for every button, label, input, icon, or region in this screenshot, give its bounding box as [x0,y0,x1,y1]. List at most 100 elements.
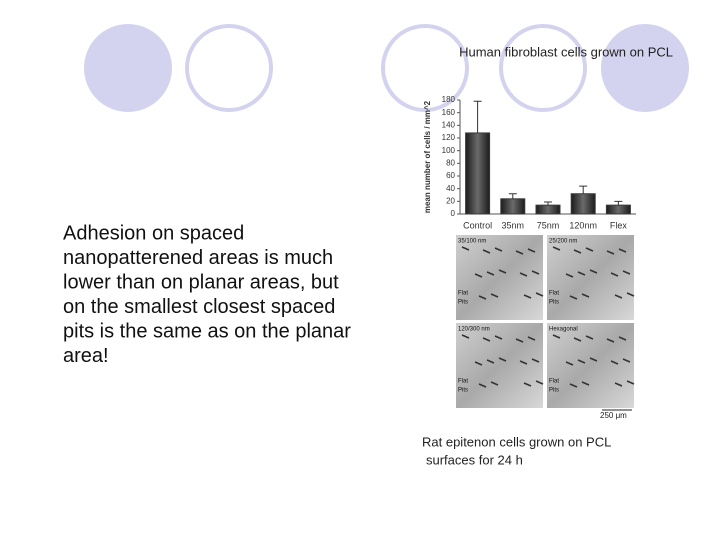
y-axis-label: mean number of cells / mm^2 [423,100,432,213]
cell [585,247,594,252]
deco-circle [185,24,273,112]
body-line: area! [63,345,109,367]
deco-circle [381,24,469,112]
cell [519,360,528,365]
scale-label: 250 μm [600,411,627,420]
bar [535,204,561,215]
cell [461,246,470,251]
body-line: nanopatterened areas is much [63,247,333,269]
cell [478,295,487,300]
panel-label: Pits [549,388,559,394]
y-tick-label: 80 [446,158,455,167]
cell [490,381,499,386]
cell [498,269,507,274]
cell [606,250,615,255]
deco-circle [601,24,689,112]
cell [610,272,619,277]
panel-label: Flat [549,291,559,297]
y-tick-label: 120 [442,133,456,142]
cell [474,273,483,278]
cell [569,295,578,300]
cell [589,357,598,362]
error-bar [473,100,482,133]
panel-label: 35/100 nm [458,239,486,245]
cell [474,361,483,366]
cell [581,293,590,298]
micrograph [547,235,634,320]
panel-label: Pits [458,300,468,306]
deco-circle [499,24,587,112]
cell [531,358,540,363]
caption-line: surfaces for 24 h [426,452,523,467]
cell [461,334,470,339]
panel-label: 25/200 nm [549,239,577,245]
cell [577,359,586,364]
y-tick-label: 20 [446,196,455,205]
panel-label: Hexagonal [549,327,578,333]
cell [486,359,495,364]
cell [581,381,590,386]
bar [500,198,526,215]
body-line: pits is the same as on the planar [63,320,351,342]
cell [494,247,503,252]
panel-label: 120/300 nm [458,327,490,333]
cell [490,293,499,298]
caption-line: Rat epitenon cells grown on PCL [422,434,611,449]
micrographs: 35/100 nm Flat Pits 25/200 nm Flat Pits 120/30… [456,235,635,420]
cell [622,358,631,363]
x-tick-label: 75nm [537,220,560,230]
x-tick-label: Flex [610,220,628,230]
cell [498,357,507,362]
cell [626,292,635,297]
error-bar [544,201,552,206]
deco-circle [84,24,172,112]
cell [527,248,536,253]
bar [605,204,631,215]
cell [515,338,524,343]
cell [618,248,627,253]
chart: mean number of cells / mm^2 0 20 40 60 80 100 1… [423,95,636,230]
micrograph [456,323,543,408]
cell [523,382,532,387]
y-tick-label: 160 [442,108,456,117]
cell [535,380,544,385]
micrograph [456,235,543,320]
panel-label: Flat [549,379,559,385]
cell [606,338,615,343]
cell [535,292,544,297]
cell [585,335,594,340]
body-text: Adhesion on spaced nanopatterened areas i… [63,222,351,367]
body-line: Adhesion on spaced [63,222,244,244]
cell [527,336,536,341]
cell [519,272,528,277]
y-tick-label: 140 [442,120,456,129]
cell [482,249,491,254]
cell [614,294,623,299]
cell [622,270,631,275]
micrograph [547,323,634,408]
cell [573,249,582,254]
cell [531,270,540,275]
caption: Rat epitenon cells grown on PCL surfaces … [422,434,611,467]
cell [626,380,635,385]
error-bar [508,193,517,199]
cell [610,360,619,365]
cell [589,269,598,274]
cell [569,383,578,388]
x-tick-label: 35nm [502,220,525,230]
cell [523,294,532,299]
body-line: lower than on planar areas, but [63,271,339,293]
bar [465,132,491,215]
cell [565,273,574,278]
y-tick-label: 180 [442,95,456,104]
body-line: on the smallest closest spaced [63,296,335,318]
cell [482,337,491,342]
cell [618,336,627,341]
bar [570,193,596,215]
cell [478,383,487,388]
y-tick-label: 0 [451,209,456,218]
panel-label: Flat [458,379,468,385]
y-tick-label: 40 [446,184,455,193]
panel-label: Pits [458,388,468,394]
